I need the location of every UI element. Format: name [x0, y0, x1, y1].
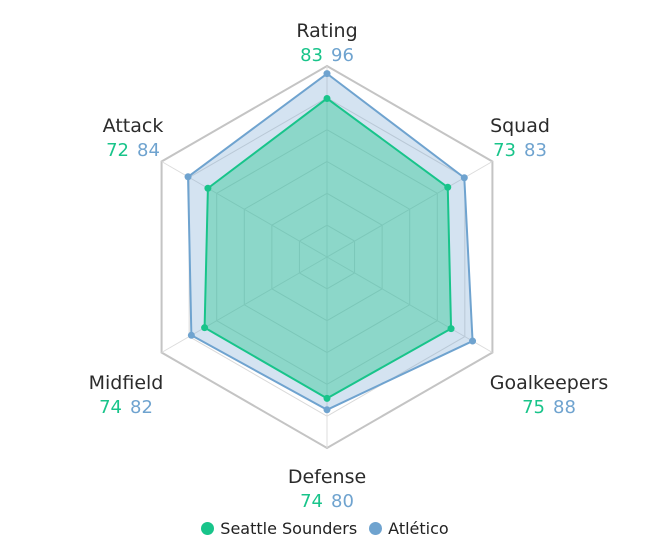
axis-name-midfield: Midfield — [88, 372, 164, 394]
data-point-atl-tico-squad — [460, 174, 468, 182]
attack-value-seattle: 72 — [106, 140, 129, 161]
legend-dot-atletico — [369, 522, 383, 535]
rating-value-seattle: 83 — [300, 45, 323, 66]
defense-value-atletico: 80 — [331, 491, 354, 512]
legend-label-atletico: Atlético — [388, 519, 449, 538]
axis-label-defense: Defense 74 80 — [288, 466, 366, 513]
midfield-value-seattle: 74 — [99, 397, 122, 418]
axis-name-goalkeepers: Goalkeepers — [489, 372, 609, 394]
goalkeepers-value-seattle: 75 — [522, 397, 545, 418]
legend: Seattle Sounders Atlético — [0, 519, 650, 538]
squad-value-seattle: 73 — [493, 140, 516, 161]
data-point-seattle-sounders-defense — [323, 394, 331, 402]
axis-name-squad: Squad — [490, 115, 550, 137]
data-point-seattle-sounders-midfield — [201, 324, 209, 332]
data-point-atl-tico-midfield — [187, 331, 195, 339]
legend-dot-seattle — [201, 522, 215, 535]
axis-label-squad: Squad 73 83 — [490, 115, 550, 162]
legend-item-atletico[interactable]: Atlético — [369, 519, 449, 538]
data-point-atl-tico-defense — [323, 406, 331, 414]
attack-value-atletico: 84 — [137, 140, 160, 161]
legend-label-seattle: Seattle Sounders — [220, 519, 358, 538]
data-point-seattle-sounders-attack — [204, 184, 212, 192]
axis-label-midfield: Midfield 74 82 — [89, 372, 164, 419]
data-point-seattle-sounders-squad — [444, 183, 452, 191]
axis-name-attack: Attack — [102, 115, 164, 137]
axis-label-rating: Rating 83 96 — [296, 20, 357, 67]
axis-name-defense: Defense — [287, 466, 367, 488]
squad-value-atletico: 83 — [524, 140, 547, 161]
axis-label-goalkeepers: Goalkeepers 75 88 — [490, 372, 608, 419]
axis-name-rating: Rating — [296, 20, 358, 42]
legend-item-seattle[interactable]: Seattle Sounders — [201, 519, 357, 538]
data-point-seattle-sounders-rating — [323, 94, 331, 102]
data-point-atl-tico-goalkeepers — [469, 337, 477, 345]
data-point-seattle-sounders-goalkeepers — [447, 325, 455, 333]
goalkeepers-value-atletico: 88 — [553, 397, 576, 418]
defense-value-seattle: 74 — [300, 491, 323, 512]
midfield-value-atletico: 82 — [129, 397, 153, 418]
data-point-atl-tico-rating — [323, 70, 331, 78]
grid-spoke-goalkeepers — [326, 256, 493, 353]
data-point-atl-tico-attack — [184, 173, 192, 181]
rating-value-atletico: 96 — [330, 45, 354, 66]
axis-label-attack: Attack 72 84 — [103, 115, 164, 162]
